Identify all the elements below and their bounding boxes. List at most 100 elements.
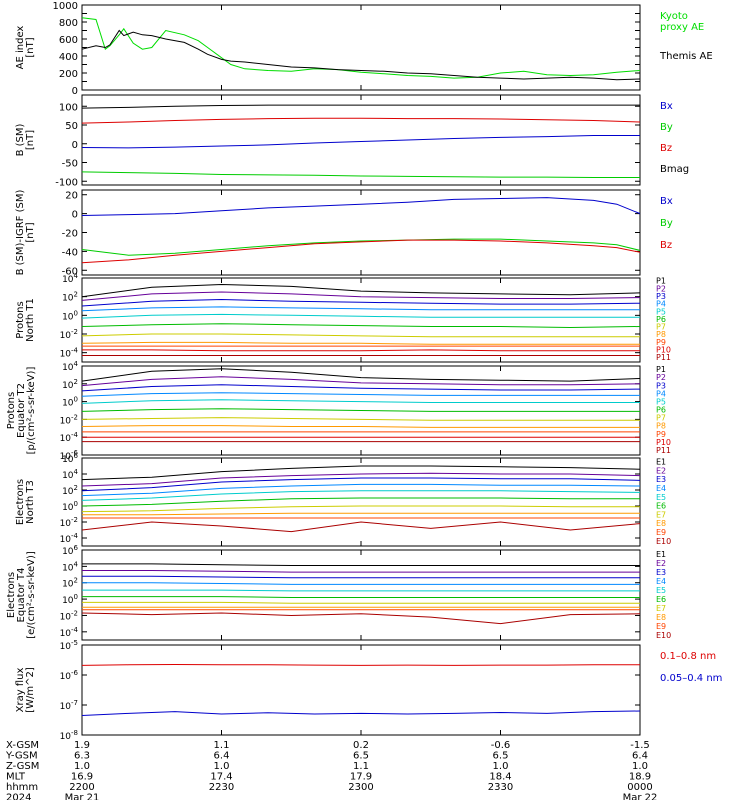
tick-base: 10 (62, 312, 74, 322)
y-axis-label: Protons (15, 301, 26, 338)
legend-label: E2 (656, 466, 666, 475)
tick-base: 10 (62, 399, 74, 409)
series-p3 (81, 384, 641, 392)
y-tick-label: -50 (62, 159, 78, 170)
tick-base: 10 (60, 416, 72, 426)
legend-label: P7 (656, 414, 666, 423)
y-axis-label: AE index (15, 26, 26, 70)
legend-label: P1 (656, 365, 666, 374)
series-p8 (81, 341, 640, 345)
tick-exponent: 0 (74, 309, 78, 317)
legend-label: P10 (656, 345, 671, 354)
legend-label: P11 (656, 353, 671, 362)
series-0-1-0-8-nm (81, 663, 640, 666)
x-tick-label: 6.5 (493, 751, 509, 762)
legend-label: E10 (656, 631, 671, 640)
y-axis-label: [e/(cm²-s-sr-keV)] (26, 551, 37, 639)
x-tick-label: 6.4 (214, 751, 230, 762)
series-p4 (81, 306, 640, 312)
series-bmag (81, 104, 640, 109)
tick-base: 10 (62, 455, 74, 465)
panel-ae: 0 200 400 600 800 1000 AE index [nT] Kyotoproxy … (15, 1, 713, 97)
legend-label: E6 (656, 502, 666, 511)
series-p8 (81, 425, 640, 428)
legend-label: P7 (656, 323, 666, 332)
y-tick-label: 10-6 (60, 449, 79, 462)
tick-exponent: 2 (74, 291, 78, 299)
tick-exponent: 6 (74, 544, 79, 552)
x-tick-label: 16.9 (71, 772, 93, 783)
series-p5 (81, 399, 640, 404)
x-tick-label: 17.4 (210, 772, 232, 783)
y-tick-label: 102 (62, 484, 78, 497)
y-tick-label: 102 (62, 291, 78, 304)
legend-label: E3 (656, 475, 666, 484)
y-tick-label: 10-4 (60, 347, 79, 360)
legend-label: E1 (656, 458, 666, 467)
tick-exponent: 2 (74, 484, 78, 492)
tick-base: 10 (60, 629, 72, 639)
panel-frame (81, 4, 641, 91)
y-axis-label: Electrons (6, 572, 17, 618)
tick-exponent: -2 (71, 516, 78, 524)
series-p1 (81, 283, 641, 298)
series-p6 (81, 323, 641, 329)
y-tick-label: 400 (59, 52, 78, 63)
legend-label: E8 (656, 613, 666, 622)
x-tick-label: 1.1 (214, 740, 230, 751)
legend-label: E7 (656, 604, 666, 613)
y-axis-label: [nT] (25, 37, 36, 57)
y-tick-label: -20 (62, 229, 78, 240)
legend-label: P2 (656, 373, 666, 382)
x-tick-label: 2200 (69, 782, 94, 793)
legend-label: P6 (656, 315, 666, 324)
y-tick-label: 600 (59, 35, 78, 46)
legend-label: P8 (656, 422, 666, 431)
y-tick-label: 10-6 (60, 669, 79, 682)
series-e2 (82, 570, 640, 573)
legend-label: Bz (660, 240, 672, 251)
legend-label: Bx (660, 196, 673, 207)
y-tick-label: 10-5 (60, 639, 78, 652)
legend-label: E3 (656, 568, 666, 577)
tick-base: 10 (60, 350, 72, 360)
series-themis-ae (81, 29, 641, 81)
tick-base: 10 (60, 535, 72, 545)
legend-label: E4 (656, 577, 666, 586)
legend-label: 0.05–0.4 nm (660, 673, 722, 684)
tick-exponent: -2 (71, 328, 78, 336)
tick-base: 10 (60, 519, 72, 529)
legend-label: E10 (656, 537, 671, 546)
x-row-label: 2024 (6, 793, 31, 800)
tick-exponent: -4 (71, 626, 79, 634)
y-axis-label: Electrons (15, 479, 26, 525)
tick-exponent: 2 (74, 577, 78, 585)
series-e1 (82, 563, 640, 566)
panel-frame (81, 94, 641, 186)
legend-label: E9 (656, 528, 666, 537)
x-row-label: hhmm (6, 782, 38, 793)
y-tick-label: 10-2 (60, 609, 78, 622)
y-tick-label: 800 (59, 18, 78, 29)
series-bz (81, 239, 641, 264)
x-tick-label: 17.9 (350, 772, 372, 783)
x-tick-label: Mar 21 (65, 793, 100, 800)
series-p2 (81, 376, 641, 387)
x-tick-label: 0000 (627, 782, 652, 793)
x-tick-label: -0.6 (491, 740, 511, 751)
series-e1 (81, 465, 641, 481)
tick-exponent: 4 (74, 360, 79, 368)
y-axis-label: [p/(cm²-s-sr-keV)] (26, 367, 37, 455)
series-e10 (81, 612, 641, 625)
series-by (81, 171, 640, 178)
series-e5 (81, 490, 641, 501)
legend-label: Bz (660, 143, 672, 154)
legend-label: 0.1–0.8 nm (660, 651, 716, 662)
tick-exponent: 0 (74, 396, 78, 404)
legend-label: E7 (656, 510, 666, 519)
tick-exponent: -5 (71, 639, 78, 647)
y-tick-label: 20 (65, 191, 78, 202)
